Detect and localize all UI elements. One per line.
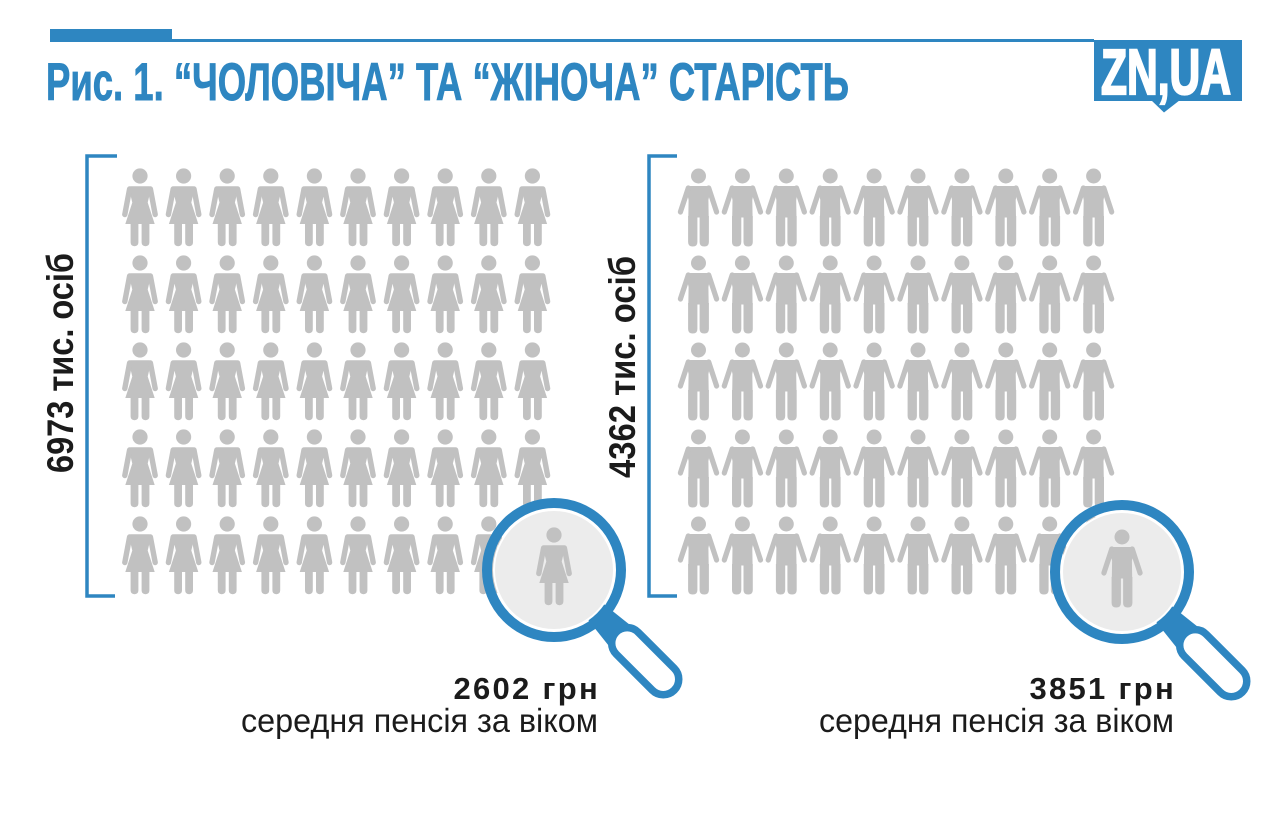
svg-text:6973 тис. осіб: 6973 тис. осіб	[40, 253, 81, 473]
svg-text:2602 грн: 2602 грн	[453, 671, 600, 706]
svg-text:ZN,UA: ZN,UA	[1101, 36, 1231, 108]
svg-text:Рис. 1. “ЧОЛОВІЧА” ТА “ЖІНОЧА”: Рис. 1. “ЧОЛОВІЧА” ТА “ЖІНОЧА” СТАРІСТЬ	[46, 53, 849, 112]
svg-text:4362 тис. осіб: 4362 тис. осіб	[602, 256, 643, 478]
svg-text:середня пенсія за віком: середня пенсія за віком	[241, 702, 598, 739]
svg-text:середня пенсія за віком: середня пенсія за віком	[819, 702, 1174, 739]
svg-text:3851 грн: 3851 грн	[1029, 671, 1176, 706]
